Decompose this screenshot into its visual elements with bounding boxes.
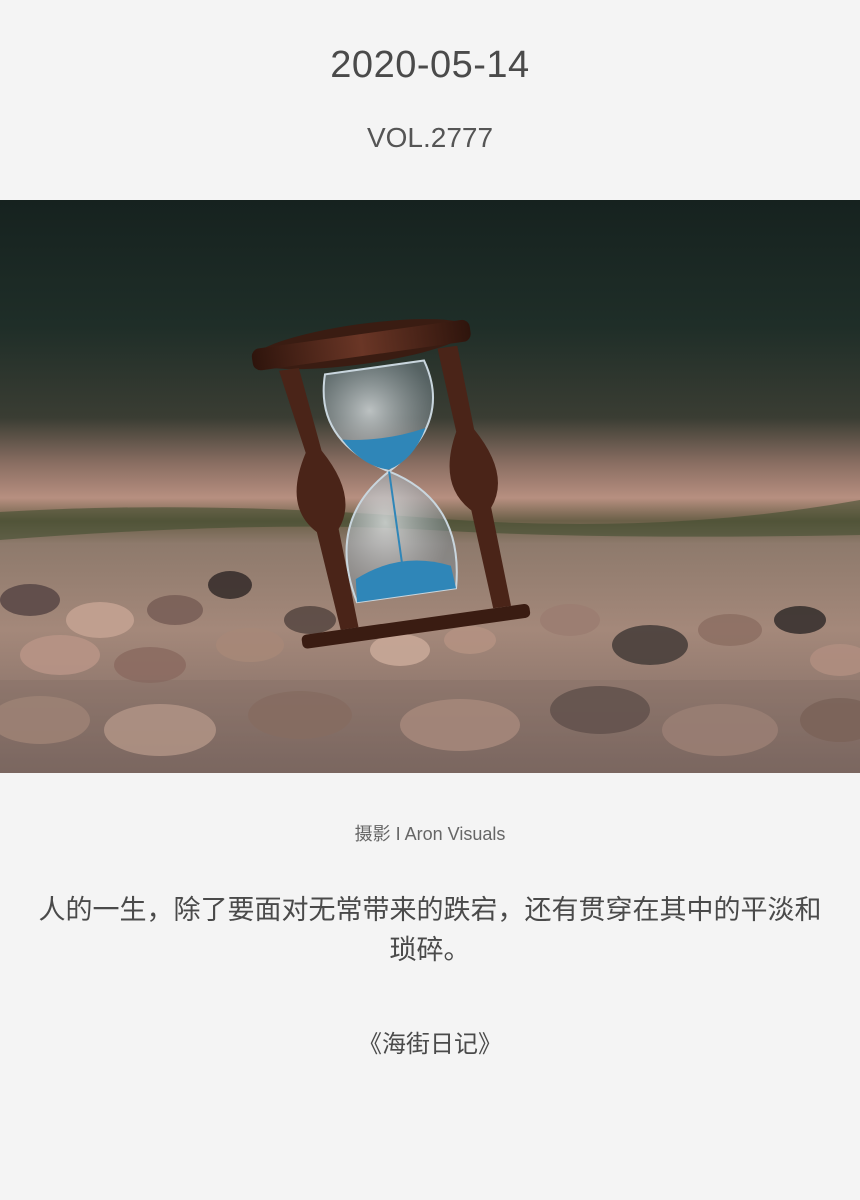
issue-date: 2020-05-14: [330, 44, 530, 86]
photo-credit: 摄影 I Aron Visuals: [354, 824, 506, 844]
issue-volume: VOL.2777: [366, 122, 494, 153]
quote-source: 《海街日记》: [358, 1031, 502, 1058]
hourglass-photo: [0, 200, 860, 773]
header: 2020-05-14 VOL.2777: [0, 0, 860, 200]
quote-text: 人的一生，除了要面对无常带来的跌宕，还有贯穿在其中的平淡和琐碎。: [38, 895, 822, 965]
